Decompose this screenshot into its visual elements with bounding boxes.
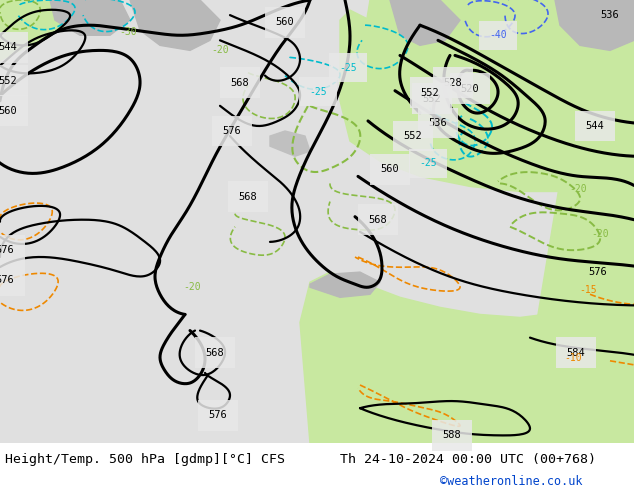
Text: -10: -10 (564, 353, 582, 363)
Text: Height/Temp. 500 hPa [gdmp][°C] CFS: Height/Temp. 500 hPa [gdmp][°C] CFS (5, 453, 285, 466)
Text: -15: -15 (579, 285, 597, 295)
Polygon shape (555, 0, 634, 50)
Text: -20: -20 (591, 229, 609, 239)
Polygon shape (0, 0, 100, 60)
Polygon shape (300, 272, 634, 443)
Text: 568: 568 (368, 215, 387, 225)
Text: -40: -40 (489, 30, 507, 40)
Text: -25: -25 (309, 87, 327, 97)
Text: 584: 584 (567, 348, 585, 358)
Polygon shape (270, 131, 310, 156)
Polygon shape (390, 0, 460, 46)
Polygon shape (50, 0, 130, 35)
Text: 568: 568 (238, 192, 257, 201)
Text: 568: 568 (205, 348, 224, 358)
Text: -20: -20 (183, 282, 201, 292)
Polygon shape (340, 0, 634, 192)
Text: -25: -25 (419, 158, 437, 168)
Polygon shape (370, 0, 634, 212)
Text: 520: 520 (461, 84, 479, 94)
Text: 560: 560 (380, 164, 399, 174)
Text: ©weatheronline.co.uk: ©weatheronline.co.uk (440, 475, 583, 489)
Text: 536: 536 (429, 118, 448, 128)
Text: 576: 576 (588, 267, 607, 277)
Text: Th 24-10-2024 00:00 UTC (00+768): Th 24-10-2024 00:00 UTC (00+768) (340, 453, 596, 466)
Text: 588: 588 (443, 430, 462, 441)
Text: -20: -20 (569, 184, 587, 195)
Polygon shape (130, 0, 220, 50)
Polygon shape (350, 0, 520, 151)
Text: 560: 560 (276, 17, 294, 27)
Text: 576: 576 (0, 245, 15, 255)
Text: 528: 528 (444, 77, 462, 88)
Text: -25: -25 (339, 63, 357, 73)
Text: 560: 560 (0, 106, 17, 116)
Text: 552: 552 (420, 88, 439, 98)
Polygon shape (310, 272, 380, 297)
Text: 568: 568 (231, 77, 249, 88)
Text: 552: 552 (404, 131, 422, 141)
Text: 544: 544 (586, 121, 604, 131)
Text: -20: -20 (211, 46, 229, 55)
Text: 536: 536 (600, 10, 619, 20)
Text: 552: 552 (423, 94, 441, 104)
Text: 576: 576 (209, 410, 228, 420)
Text: 552: 552 (0, 75, 17, 86)
Text: 544: 544 (0, 42, 17, 52)
Text: 576: 576 (0, 275, 15, 285)
Text: 576: 576 (223, 126, 242, 136)
Text: -30: -30 (119, 27, 137, 37)
Polygon shape (530, 0, 634, 443)
